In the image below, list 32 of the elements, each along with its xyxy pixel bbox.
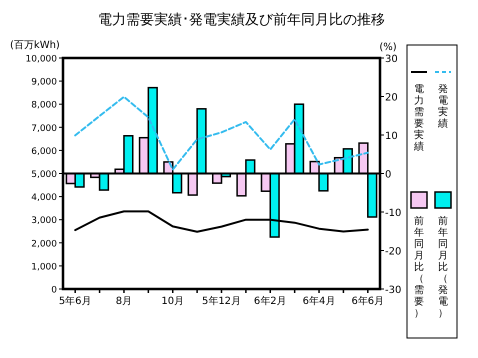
y-tick-label: 0	[51, 286, 58, 296]
x-tick-label: 5年12月	[202, 295, 242, 307]
y-tick-label: 8,000	[31, 100, 58, 111]
chart-title: 電力需要実績･発電実績及び前年同月比の推移	[98, 12, 385, 28]
y2-axis-title: (%)	[379, 42, 397, 53]
y2-tick-label: 0	[385, 170, 392, 180]
y-tick-label: 7,000	[31, 124, 58, 134]
y2-tick-label: 10	[385, 131, 398, 142]
y-tick-label: 4,000	[31, 193, 58, 204]
y2-tick-label: 20	[385, 92, 398, 104]
y2-tick-label: -20	[385, 246, 402, 258]
y-tick-label: 10,000	[26, 54, 58, 64]
y-tick-label: 2,000	[31, 239, 58, 250]
y-tick-label: 6,000	[31, 146, 58, 157]
y-tick-label: 5,000	[31, 170, 58, 180]
text: 前年同月比（需要）	[414, 216, 424, 319]
x-tick-label: 10月	[161, 296, 184, 307]
x-tick-label: 6年6月	[351, 295, 384, 307]
y-tick-label: 9,000	[31, 78, 58, 88]
y-axis-title: (百万kWh)	[10, 40, 60, 51]
x-tick-label: 6年4月	[302, 295, 336, 307]
y-tick-label: 1,000	[31, 262, 58, 272]
legend-label: 発電実績	[437, 84, 448, 130]
y2-tick-label: -10	[385, 208, 402, 219]
y2-tick-label: -30	[385, 285, 402, 296]
x-tick-label: 5年6月	[58, 295, 92, 307]
text: 前年同月比（発電）	[438, 216, 448, 319]
x-tick-label: 8月	[116, 296, 132, 307]
y2-tick-label: 30	[385, 54, 398, 65]
legend-label: 電力需要実績	[413, 84, 424, 152]
y-tick-label: 3,000	[31, 216, 58, 226]
x-tick-label: 6年2月	[254, 295, 287, 307]
